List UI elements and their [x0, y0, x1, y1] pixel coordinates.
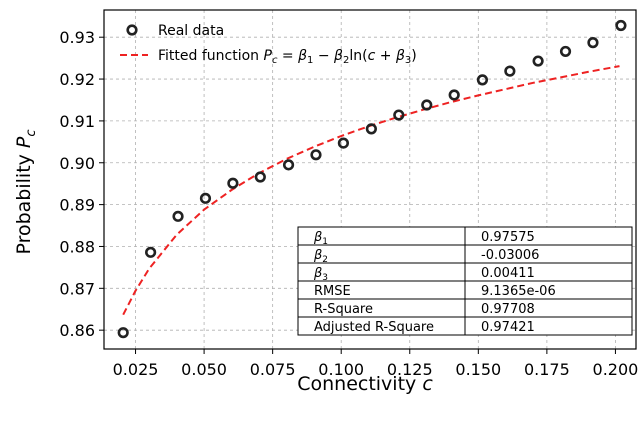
table-cell-name: RMSE [314, 284, 351, 299]
data-point [393, 109, 405, 121]
data-point [504, 65, 516, 77]
legend-marker-real-data [126, 24, 138, 36]
x-tick-label: 0.100 [318, 360, 364, 379]
data-point [365, 123, 377, 135]
legend-label-real-data: Real data [158, 23, 224, 39]
data-points-layer [117, 19, 627, 339]
data-point [476, 74, 489, 86]
data-point [145, 246, 157, 258]
table-cell-name: β1 [313, 230, 328, 247]
data-point [615, 19, 627, 32]
data-point [587, 37, 599, 49]
parameter-table: β1 0.97575 β2 -0.03006 β3 0.00411 RMSE 9.1365e-… [297, 226, 633, 336]
table-cell-name: R-Square [314, 302, 373, 317]
table-cell-name: Adjusted R-Square [314, 320, 434, 335]
x-tick-label: 0.050 [181, 360, 227, 379]
table-cell-name: β2 [313, 248, 328, 265]
y-tick-label: 0.89 [59, 196, 95, 215]
x-tick-label: 0.200 [593, 360, 639, 379]
data-point [448, 89, 460, 101]
axis-ticks: 0.025 0.050 0.075 0.100 0.125 0.150 0.175 0.200… [59, 28, 638, 379]
y-tick-label: 0.87 [59, 279, 95, 298]
y-tick-label: 0.86 [59, 321, 95, 340]
data-point [227, 177, 239, 189]
table-cell-value: 9.1365e-06 [481, 284, 556, 299]
data-point [421, 99, 433, 111]
y-tick-label: 0.91 [59, 112, 95, 131]
data-point [117, 327, 129, 339]
x-axis-label: Connectivity c [297, 373, 433, 395]
legend-label-fitted: Fitted function Pc = β1 − β2ln(c + β3) [158, 48, 417, 66]
plot-frame [103, 9, 637, 350]
table-cell-name: β3 [313, 266, 328, 283]
data-point [199, 192, 212, 204]
table-cell-value: 0.00411 [481, 266, 535, 281]
y-axis-label: Probability Pc [13, 129, 39, 254]
y-tick-label: 0.92 [59, 70, 95, 89]
table-cell-value: -0.03006 [481, 248, 539, 263]
y-tick-label: 0.93 [59, 28, 95, 47]
data-point [337, 137, 350, 149]
legend: Real data Fitted function Pc = β1 − β2ln… [120, 23, 417, 66]
data-point [172, 210, 184, 222]
x-tick-label: 0.150 [455, 360, 501, 379]
x-tick-label: 0.125 [387, 360, 433, 379]
x-tick-label: 0.025 [113, 360, 159, 379]
y-tick-label: 0.90 [59, 154, 95, 173]
data-point [282, 159, 295, 171]
table-cell-value: 0.97708 [481, 302, 535, 317]
y-tick-label: 0.88 [59, 237, 95, 256]
data-point [254, 171, 266, 183]
data-point [532, 55, 544, 67]
table-cell-value: 0.97421 [481, 320, 535, 335]
data-point [310, 149, 322, 161]
x-tick-label: 0.175 [524, 360, 570, 379]
x-tick-label: 0.075 [250, 360, 296, 379]
table-cell-value: 0.97575 [481, 230, 535, 245]
data-point [559, 45, 572, 58]
